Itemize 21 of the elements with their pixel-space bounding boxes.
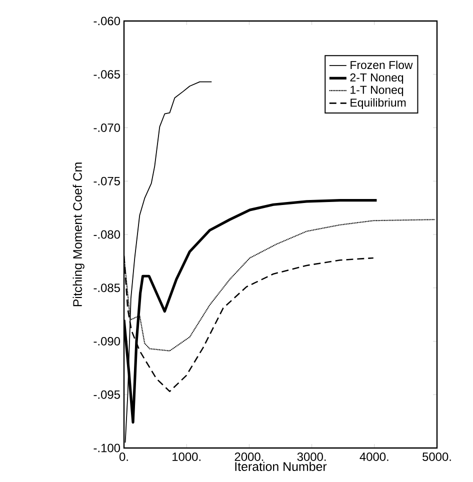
- x-tick-label: 3000.: [297, 452, 326, 461]
- x-tick-label: 1000.: [172, 452, 200, 461]
- y-tick-label: -.065: [94, 70, 120, 79]
- y-tick-label: -.095: [94, 390, 120, 399]
- y-tick-label: -.070: [94, 124, 120, 132]
- y-tick-label: -.100: [94, 444, 120, 452]
- y-tick-label: -.080: [94, 230, 120, 239]
- x-tick-label: 4000.: [360, 452, 388, 461]
- x-tick-label: 5000.: [422, 452, 451, 461]
- y-tick-label: -.090: [94, 337, 120, 346]
- x-tick-label: 0.: [119, 452, 128, 461]
- y-tick-label: -.075: [94, 176, 120, 186]
- y-tick-label: -.060: [94, 16, 120, 26]
- x-axis-title: Iteration Number: [235, 462, 327, 471]
- legend-label: 2-T Noneq: [350, 73, 404, 84]
- y-tick-label: -.085: [94, 284, 120, 292]
- legend-label: Frozen Flow: [350, 60, 413, 70]
- legend-label: Equilibrium: [350, 98, 406, 109]
- x-tick-label: 2000.: [234, 452, 264, 461]
- legend-label: 1-T Noneq: [350, 86, 404, 96]
- y-axis-title: Pitching Moment Coef Cm: [72, 162, 84, 306]
